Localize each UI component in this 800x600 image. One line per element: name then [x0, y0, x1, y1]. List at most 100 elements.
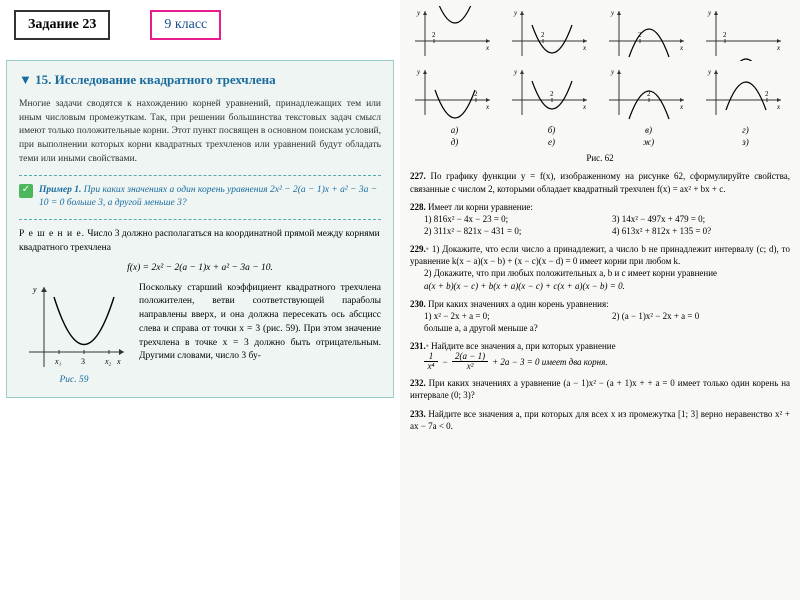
x-axis-label: x	[116, 357, 121, 366]
example-body: При каких значениях a один корень уравне…	[39, 185, 377, 209]
svg-text:y: y	[707, 68, 712, 76]
label-b: б)	[507, 124, 596, 136]
example-block: ✓ Пример 1. При каких значениях a один к…	[19, 184, 381, 212]
p228-num: 228.	[410, 202, 426, 212]
label-d: д)	[410, 136, 499, 148]
p229-eq: a(x + b)(x − c) + b(x + a)(x − c) + c(x …	[424, 280, 790, 292]
section-title: ▼ 15. Исследование квадратного трехчлена	[19, 71, 381, 90]
p228-text: Имеет ли корни уравнение:	[428, 202, 533, 212]
x1-label: x₁	[54, 357, 62, 366]
p229-2: 2) Докажите, что при любых положительных…	[424, 267, 790, 279]
svg-text:x: x	[679, 103, 684, 111]
fig59-caption: Рис. 59	[19, 374, 129, 388]
y-axis-label: y	[32, 285, 37, 294]
p232-num: 232.	[410, 378, 426, 388]
p230-num: 230.	[410, 299, 426, 309]
svg-text:x: x	[582, 44, 587, 52]
p227-text: По графику функции y = f(x), изображенно…	[410, 171, 790, 193]
svg-text:y: y	[416, 9, 421, 17]
svg-text:y: y	[610, 9, 615, 17]
p230-2: 2) (a − 1)x² − 2x + a = 0	[612, 310, 790, 322]
task-badge: Задание 23	[14, 10, 110, 40]
left-column: Задание 23 9 класс ▼ 15. Исследование кв…	[0, 0, 400, 600]
graph-z: x y 2	[701, 65, 790, 120]
graph-v: xy2	[604, 6, 693, 61]
solution-block: Р е ш е н и е. Число 3 должно располагат…	[19, 228, 381, 387]
example-text: Пример 1. При каких значениях a один кор…	[39, 184, 381, 212]
label-v: в)	[604, 124, 693, 136]
svg-text:x: x	[582, 103, 587, 111]
svg-text:x: x	[776, 103, 781, 111]
label-z: з)	[701, 136, 790, 148]
fig62-caption: Рис. 62	[410, 152, 790, 164]
intro-text: Многие задачи сводятся к нахождению корн…	[19, 98, 381, 167]
p230-1: 1) x² − 2x + a = 0;	[424, 310, 602, 322]
p228-3: 3) 14x² − 497x + 479 = 0;	[612, 213, 790, 225]
svg-text:2: 2	[474, 90, 478, 98]
solution-p2: Поскольку старший коэффициент квадратног…	[139, 282, 381, 388]
svg-text:y: y	[610, 68, 615, 76]
p227-num: 227.	[410, 171, 426, 181]
class-badge: 9 класс	[150, 10, 221, 40]
right-column: x y 2 x y 2 x y 2 x y 2 x y 2 x y 2 x y 2 x y 2 а) б) в)…	[400, 0, 800, 600]
p229: 229.• 1) Докажите, что если число a прин…	[410, 243, 790, 292]
label-g: г)	[701, 124, 790, 136]
svg-text:x: x	[485, 103, 490, 111]
svg-text:y: y	[513, 68, 518, 76]
graph-b: x y 2	[507, 6, 596, 61]
p233-text: Найдите все значения a, при которых для …	[410, 409, 790, 431]
p228-2: 2) 311x² − 821x − 431 = 0;	[424, 225, 602, 237]
svg-text:x: x	[776, 44, 781, 52]
fx-formula: f(x) = 2x² − 2(a − 1)x + a² − 3a − 10.	[19, 262, 381, 276]
svg-text:x: x	[679, 44, 684, 52]
separator	[19, 175, 381, 176]
graph-zh: x y 2	[604, 65, 693, 120]
p229-num: 229.	[410, 244, 426, 254]
p230-text: При каких значениях a один корень уравне…	[428, 299, 609, 309]
p230-tail: больше a, а другой меньше a?	[424, 322, 790, 334]
graph-g: x y 2	[701, 6, 790, 61]
svg-text:2: 2	[723, 31, 727, 39]
separator-2	[19, 219, 381, 220]
svg-text:x: x	[485, 44, 490, 52]
svg-text:y: y	[707, 9, 712, 17]
three-label: 3	[81, 357, 85, 366]
check-icon: ✓	[19, 184, 33, 198]
label-a: а)	[410, 124, 499, 136]
p232-text: При каких значениях a уравнение (a − 1)x…	[410, 378, 790, 400]
section-card: ▼ 15. Исследование квадратного трехчлена…	[6, 60, 394, 398]
p231-n1: 1	[429, 352, 434, 361]
p230: 230. При каких значениях a один корень у…	[410, 298, 790, 334]
p231: 231.• Найдите все значения a, при которы…	[410, 340, 790, 371]
svg-text:2: 2	[541, 31, 545, 39]
p227: 227. По графику функции y = f(x), изобра…	[410, 170, 790, 194]
fig59: x₁ 3 x₂ y x Рис. 59	[19, 282, 129, 388]
solution-label: Р е ш е н и е.	[19, 229, 85, 239]
svg-text:2: 2	[647, 90, 651, 98]
svg-text:y: y	[513, 9, 518, 17]
svg-text:2: 2	[765, 90, 769, 98]
x2-label: x₂	[104, 357, 112, 366]
svg-text:2: 2	[432, 31, 436, 39]
p229-1: 1) Докажите, что если число a принадлежи…	[410, 244, 790, 266]
p231-num: 231.	[410, 341, 426, 351]
graph-d: x y 2	[410, 65, 499, 120]
p231-tail: + 2a − 3 = 0 имеет два корня.	[492, 356, 608, 368]
p231-d2: x²	[467, 362, 474, 371]
example-label: Пример 1.	[39, 185, 81, 195]
label-e: е)	[507, 136, 596, 148]
svg-text:y: y	[416, 68, 421, 76]
graph-e: x y 2	[507, 65, 596, 120]
svg-text:2: 2	[550, 90, 554, 98]
p231-n2: 2(a − 1)	[455, 352, 485, 361]
p233-num: 233.	[410, 409, 426, 419]
label-zh: ж)	[604, 136, 693, 148]
p228: 228. Имеет ли корни уравнение: 1) 816x² …	[410, 201, 790, 237]
header: Задание 23 9 класс	[0, 0, 400, 50]
p232: 232. При каких значениях a уравнение (a …	[410, 377, 790, 401]
p228-4: 4) 613x² + 812x + 135 = 0?	[612, 225, 790, 237]
graph-a: x y 2	[410, 6, 499, 61]
p233: 233. Найдите все значения a, при которых…	[410, 408, 790, 432]
p231-text: Найдите все значения a, при которых урав…	[431, 341, 615, 351]
p228-1: 1) 816x² − 4x − 23 = 0;	[424, 213, 602, 225]
